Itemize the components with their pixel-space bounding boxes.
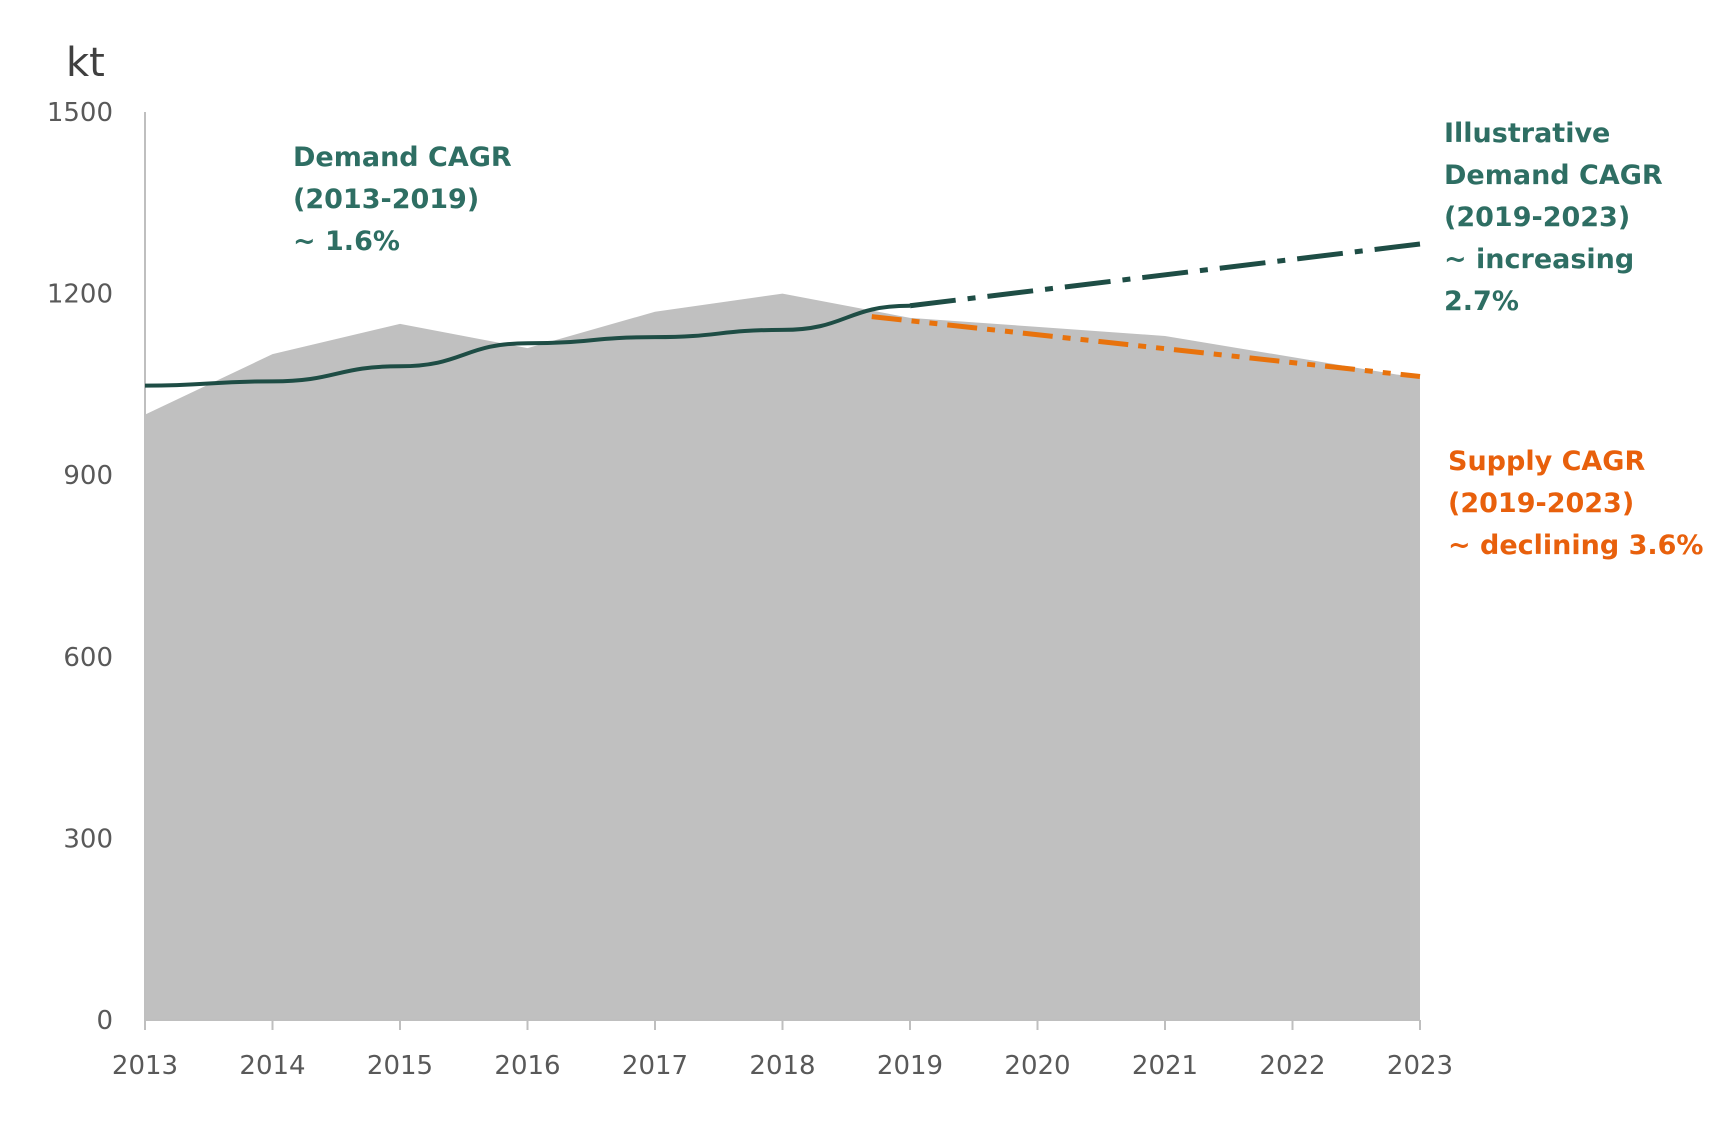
annotations: Demand CAGR (2013-2019) ~ 1.6% Illustrative…	[293, 118, 1704, 561]
x-tick-label: 2020	[1004, 1051, 1070, 1081]
supply-cagr-2019-2023-annotation: Supply CAGR (2019-2023) ~ declining 3.6%	[1448, 446, 1704, 561]
y-tick-label: 600	[63, 643, 113, 673]
x-tick-label: 2019	[877, 1051, 943, 1081]
supply-area	[145, 293, 1420, 1021]
x-tick-label: 2022	[1259, 1051, 1325, 1081]
x-tick-label: 2016	[494, 1051, 560, 1081]
tick-labels: 0 300 600 900 1200 1500 2013 2014 2015 2016 2017 20…	[47, 98, 1453, 1081]
demand-cagr-2013-2019-annotation: Demand CAGR (2013-2019) ~ 1.6%	[293, 142, 512, 257]
demand-supply-lines	[144, 241, 1421, 388]
demand-cagr-2019-2023-annotation: Illustrative Demand CAGR (2019-2023) ~ incr…	[1444, 118, 1663, 317]
y-tick-label: 900	[63, 461, 113, 491]
x-tick-label: 2013	[112, 1051, 178, 1081]
supply-trend-line	[871, 314, 1421, 380]
x-tick-label: 2017	[622, 1051, 688, 1081]
supply-area-layer	[145, 293, 1420, 1021]
demand-history-line	[144, 303, 911, 388]
x-tick-label: 2014	[239, 1051, 305, 1081]
y-tick-label: 1200	[47, 280, 113, 310]
x-tick-label: 2018	[749, 1051, 815, 1081]
x-tick-label: 2023	[1387, 1051, 1453, 1081]
y-tick-label: 300	[63, 824, 113, 854]
y-unit-label: kt	[66, 40, 105, 86]
x-tick-label: 2015	[367, 1051, 433, 1081]
x-tick-label: 2021	[1132, 1051, 1198, 1081]
demand-projection-line	[909, 241, 1421, 309]
y-tick-label: 0	[96, 1006, 113, 1036]
axes	[144, 112, 1421, 1030]
y-tick-label: 1500	[47, 98, 113, 128]
